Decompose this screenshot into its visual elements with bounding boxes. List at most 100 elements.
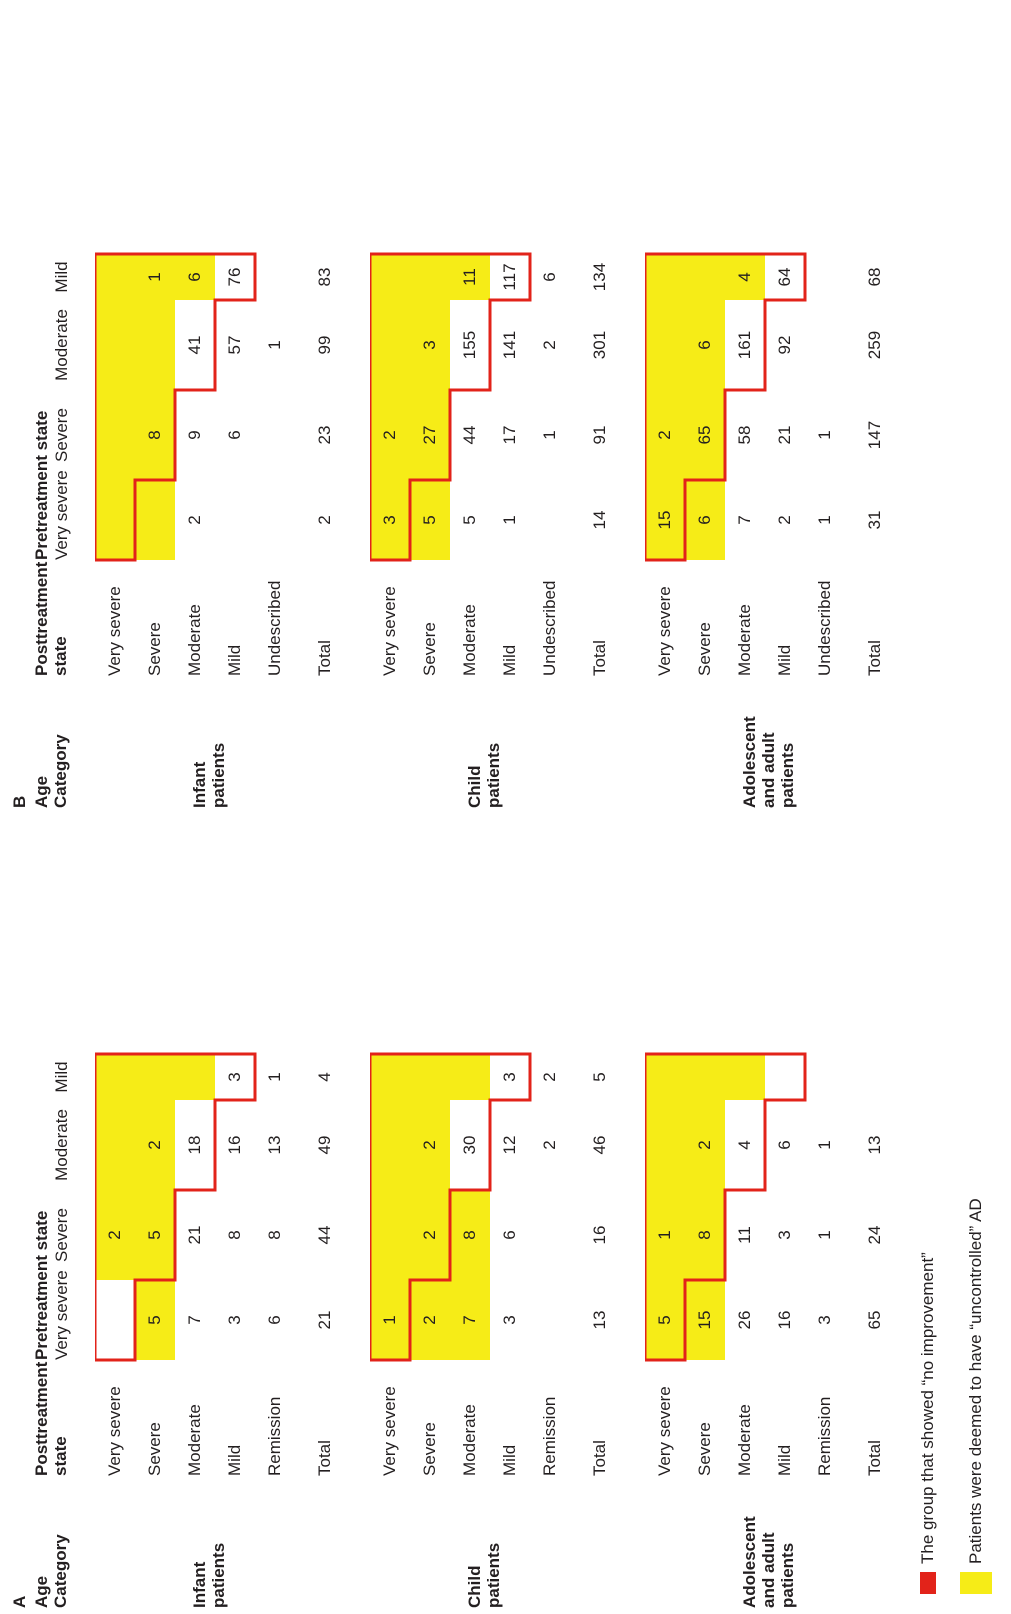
table-cell: 5 xyxy=(655,1315,674,1325)
row-label: Total xyxy=(315,1440,334,1476)
no-improvement-outline-path xyxy=(370,252,532,562)
row-label: Moderate xyxy=(460,604,479,676)
table-cell: 65 xyxy=(695,425,714,445)
table-cell: 2 xyxy=(540,340,559,350)
table-cell: 6 xyxy=(540,272,559,282)
no-improvement-outline xyxy=(370,1044,540,1614)
table-cell: 6 xyxy=(500,1230,519,1240)
age-group-name: Infant patients xyxy=(190,1542,228,1608)
legend-yellow-label: Patients were deemed to have “uncontroll… xyxy=(966,1198,985,1564)
table-cell: 6 xyxy=(265,1315,284,1325)
table-cell: 13 xyxy=(265,1135,284,1155)
row-label: Total xyxy=(865,1440,884,1476)
table-cell: 49 xyxy=(315,1135,334,1155)
table-cell: 18 xyxy=(185,1135,204,1155)
table-cell: 1 xyxy=(815,1140,834,1150)
table-cell: 2 xyxy=(420,1140,439,1150)
table-cell: 2 xyxy=(540,1072,559,1082)
table-cell: 259 xyxy=(865,330,884,360)
column-header: Very severe xyxy=(52,1270,71,1360)
row-label: Moderate xyxy=(185,1404,204,1476)
table-cell: 1 xyxy=(815,430,834,440)
row-label: Severe xyxy=(145,1422,164,1476)
no-improvement-outline-path xyxy=(95,1052,257,1362)
table-cell: 3 xyxy=(420,340,439,350)
no-improvement-outline-svg xyxy=(95,252,257,562)
table-cell: 65 xyxy=(865,1310,884,1330)
table-cell: 3 xyxy=(815,1315,834,1325)
no-improvement-outline-svg xyxy=(370,1052,532,1362)
row-label: Moderate xyxy=(735,1404,754,1476)
table-cell: 1 xyxy=(380,1315,399,1325)
table-cell: 68 xyxy=(865,267,884,287)
row-label: Remission xyxy=(265,1396,284,1476)
row-label: Very severe xyxy=(380,586,399,676)
table-cell: 4 xyxy=(735,1140,754,1150)
row-label: Severe xyxy=(420,1422,439,1476)
table-cell: 5 xyxy=(460,515,479,525)
column-header: Mild xyxy=(52,261,71,293)
no-improvement-outline xyxy=(95,244,265,814)
table-cell: 3 xyxy=(225,1315,244,1325)
row-label: Moderate xyxy=(460,1404,479,1476)
table-cell: 5 xyxy=(145,1315,164,1325)
table-cell: 2 xyxy=(145,1140,164,1150)
row-label: Moderate xyxy=(185,604,204,676)
table-cell: 141 xyxy=(500,330,519,360)
table-cell: 11 xyxy=(735,1226,754,1244)
posttreatment-header: Posttreatment state xyxy=(32,1361,70,1476)
table-cell: 11 xyxy=(460,268,479,286)
table-cell: 83 xyxy=(315,267,334,287)
row-label: Moderate xyxy=(735,604,754,676)
table-cell: 41 xyxy=(185,335,204,355)
table-cell: 8 xyxy=(695,1230,714,1240)
no-improvement-outline-path xyxy=(645,252,807,562)
table-cell: 92 xyxy=(775,335,794,355)
table-cell: 2 xyxy=(380,430,399,440)
no-improvement-outline-path xyxy=(645,1052,807,1362)
row-label: Undescribed xyxy=(540,580,559,676)
table-cell: 1 xyxy=(815,1230,834,1240)
table-cell: 1 xyxy=(500,515,519,525)
panel-label: B xyxy=(10,795,29,808)
table-cell: 44 xyxy=(460,425,479,445)
table-cell: 27 xyxy=(420,425,439,445)
row-label: Very severe xyxy=(655,1386,674,1476)
row-label: Severe xyxy=(695,1422,714,1476)
age-category-header: Age Category xyxy=(32,1534,70,1608)
no-improvement-outline xyxy=(645,244,815,814)
row-label: Mild xyxy=(775,644,794,676)
table-cell: 57 xyxy=(225,335,244,355)
red-swatch xyxy=(920,1572,936,1594)
table-cell: 1 xyxy=(655,1230,674,1240)
age-category-header: Age Category xyxy=(32,734,70,808)
column-header: Mild xyxy=(52,1061,71,1093)
no-improvement-outline-svg xyxy=(95,1052,257,1362)
table-cell: 14 xyxy=(590,510,609,530)
panel-label: A xyxy=(10,1595,29,1608)
row-label: Severe xyxy=(695,622,714,676)
column-header: Moderate xyxy=(52,309,71,381)
no-improvement-outline-path xyxy=(95,252,257,562)
table-cell: 15 xyxy=(655,510,674,530)
no-improvement-outline-path xyxy=(370,1052,532,1362)
table-cell: 117 xyxy=(500,263,519,291)
table-cell: 2 xyxy=(420,1230,439,1240)
table-cell: 46 xyxy=(590,1135,609,1155)
table-cell: 16 xyxy=(225,1135,244,1155)
table-cell: 134 xyxy=(590,262,609,292)
row-label: Total xyxy=(315,640,334,676)
table-cell: 15 xyxy=(695,1310,714,1330)
table-cell: 2 xyxy=(420,1315,439,1325)
posttreatment-header: Posttreatment state xyxy=(32,561,70,676)
table-cell: 3 xyxy=(500,1072,519,1082)
row-label: Mild xyxy=(500,644,519,676)
table-cell: 12 xyxy=(500,1135,519,1155)
table-cell: 21 xyxy=(315,1310,334,1330)
table-cell: 4 xyxy=(315,1072,334,1082)
table-cell: 1 xyxy=(145,272,164,282)
age-group-name: Adolescent and adult patients xyxy=(740,1516,797,1608)
table-cell: 21 xyxy=(775,425,794,445)
column-header: Severe xyxy=(52,1208,71,1262)
table-cell: 1 xyxy=(265,340,284,350)
